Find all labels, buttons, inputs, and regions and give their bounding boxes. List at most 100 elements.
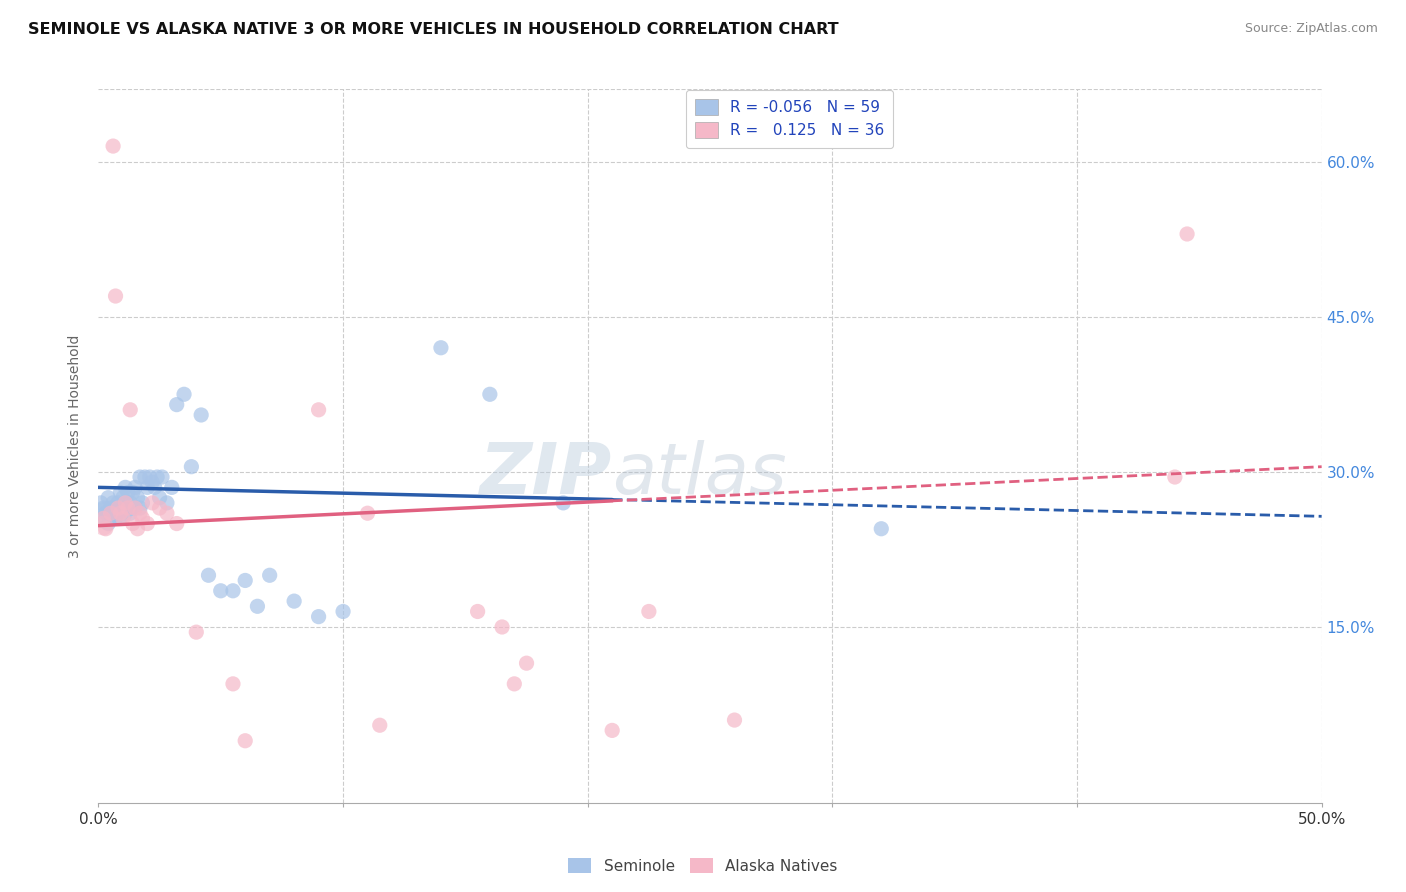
Legend: R = -0.056   N = 59, R =   0.125   N = 36: R = -0.056 N = 59, R = 0.125 N = 36 [686,90,893,148]
Point [308,609,330,624]
Point [100,506,122,520]
Point [638,605,661,619]
Legend: Seminole, Alaska Natives: Seminole, Alaska Natives [562,852,844,880]
Point [180,459,202,474]
Point [136,516,159,531]
Point [120,402,142,417]
Point [110,485,132,500]
Point [117,485,139,500]
Text: ZIP: ZIP [479,440,612,509]
Point [553,496,575,510]
Point [190,408,212,422]
Point [124,501,146,516]
Point [332,605,354,619]
Point [166,398,188,412]
Point [117,501,139,516]
Text: atlas: atlas [612,440,787,509]
Point [368,718,391,732]
Point [111,511,134,525]
Point [515,656,537,670]
Point [127,522,149,536]
Point [120,506,142,520]
Point [114,480,136,494]
Point [94,511,117,525]
Point [173,387,195,401]
Point [259,568,281,582]
Y-axis label: 3 or more Vehicles in Household: 3 or more Vehicles in Household [69,334,83,558]
Point [149,501,172,516]
Point [110,506,132,520]
Point [107,496,129,510]
Point [104,289,127,303]
Point [870,522,893,536]
Text: SEMINOLE VS ALASKA NATIVE 3 OR MORE VEHICLES IN HOUSEHOLD CORRELATION CHART: SEMINOLE VS ALASKA NATIVE 3 OR MORE VEHI… [28,22,839,37]
Point [149,491,172,505]
Point [186,625,208,640]
Point [156,496,179,510]
Point [143,480,166,494]
Point [139,470,162,484]
Point [100,511,122,525]
Point [308,402,330,417]
Point [222,583,245,598]
Point [166,516,188,531]
Point [478,387,501,401]
Point [107,501,129,516]
Point [91,511,114,525]
Point [90,496,112,510]
Point [124,501,146,516]
Point [356,506,378,520]
Point [97,491,120,505]
Point [124,480,146,494]
Point [111,501,134,516]
Point [121,501,143,516]
Point [141,475,163,490]
Point [110,511,132,525]
Point [114,496,136,510]
Point [156,506,179,520]
Point [120,496,142,510]
Point [1175,227,1198,241]
Point [97,516,120,531]
Point [91,501,114,516]
Point [121,485,143,500]
Point [283,594,305,608]
Point [503,677,526,691]
Point [104,501,127,516]
Point [91,518,114,533]
Point [150,470,173,484]
Point [723,713,745,727]
Text: Source: ZipAtlas.com: Source: ZipAtlas.com [1244,22,1378,36]
Point [107,506,129,520]
Point [136,480,159,494]
Point [104,511,127,525]
Point [101,139,124,153]
Point [233,733,256,747]
Point [111,491,134,505]
Point [127,491,149,505]
Point [101,506,124,520]
Point [117,501,139,516]
Point [129,506,152,520]
Point [129,501,152,516]
Point [197,568,219,582]
Point [131,511,153,525]
Point [222,677,245,691]
Point [246,599,269,614]
Point [600,723,623,738]
Point [121,516,143,531]
Point [467,605,489,619]
Point [146,470,169,484]
Point [209,583,232,598]
Point [91,508,114,523]
Point [1164,470,1187,484]
Point [129,470,152,484]
Point [491,620,513,634]
Point [114,506,136,520]
Point [100,501,122,516]
Point [430,341,453,355]
Point [141,496,163,510]
Point [160,480,183,494]
Point [131,496,153,510]
Point [134,470,156,484]
